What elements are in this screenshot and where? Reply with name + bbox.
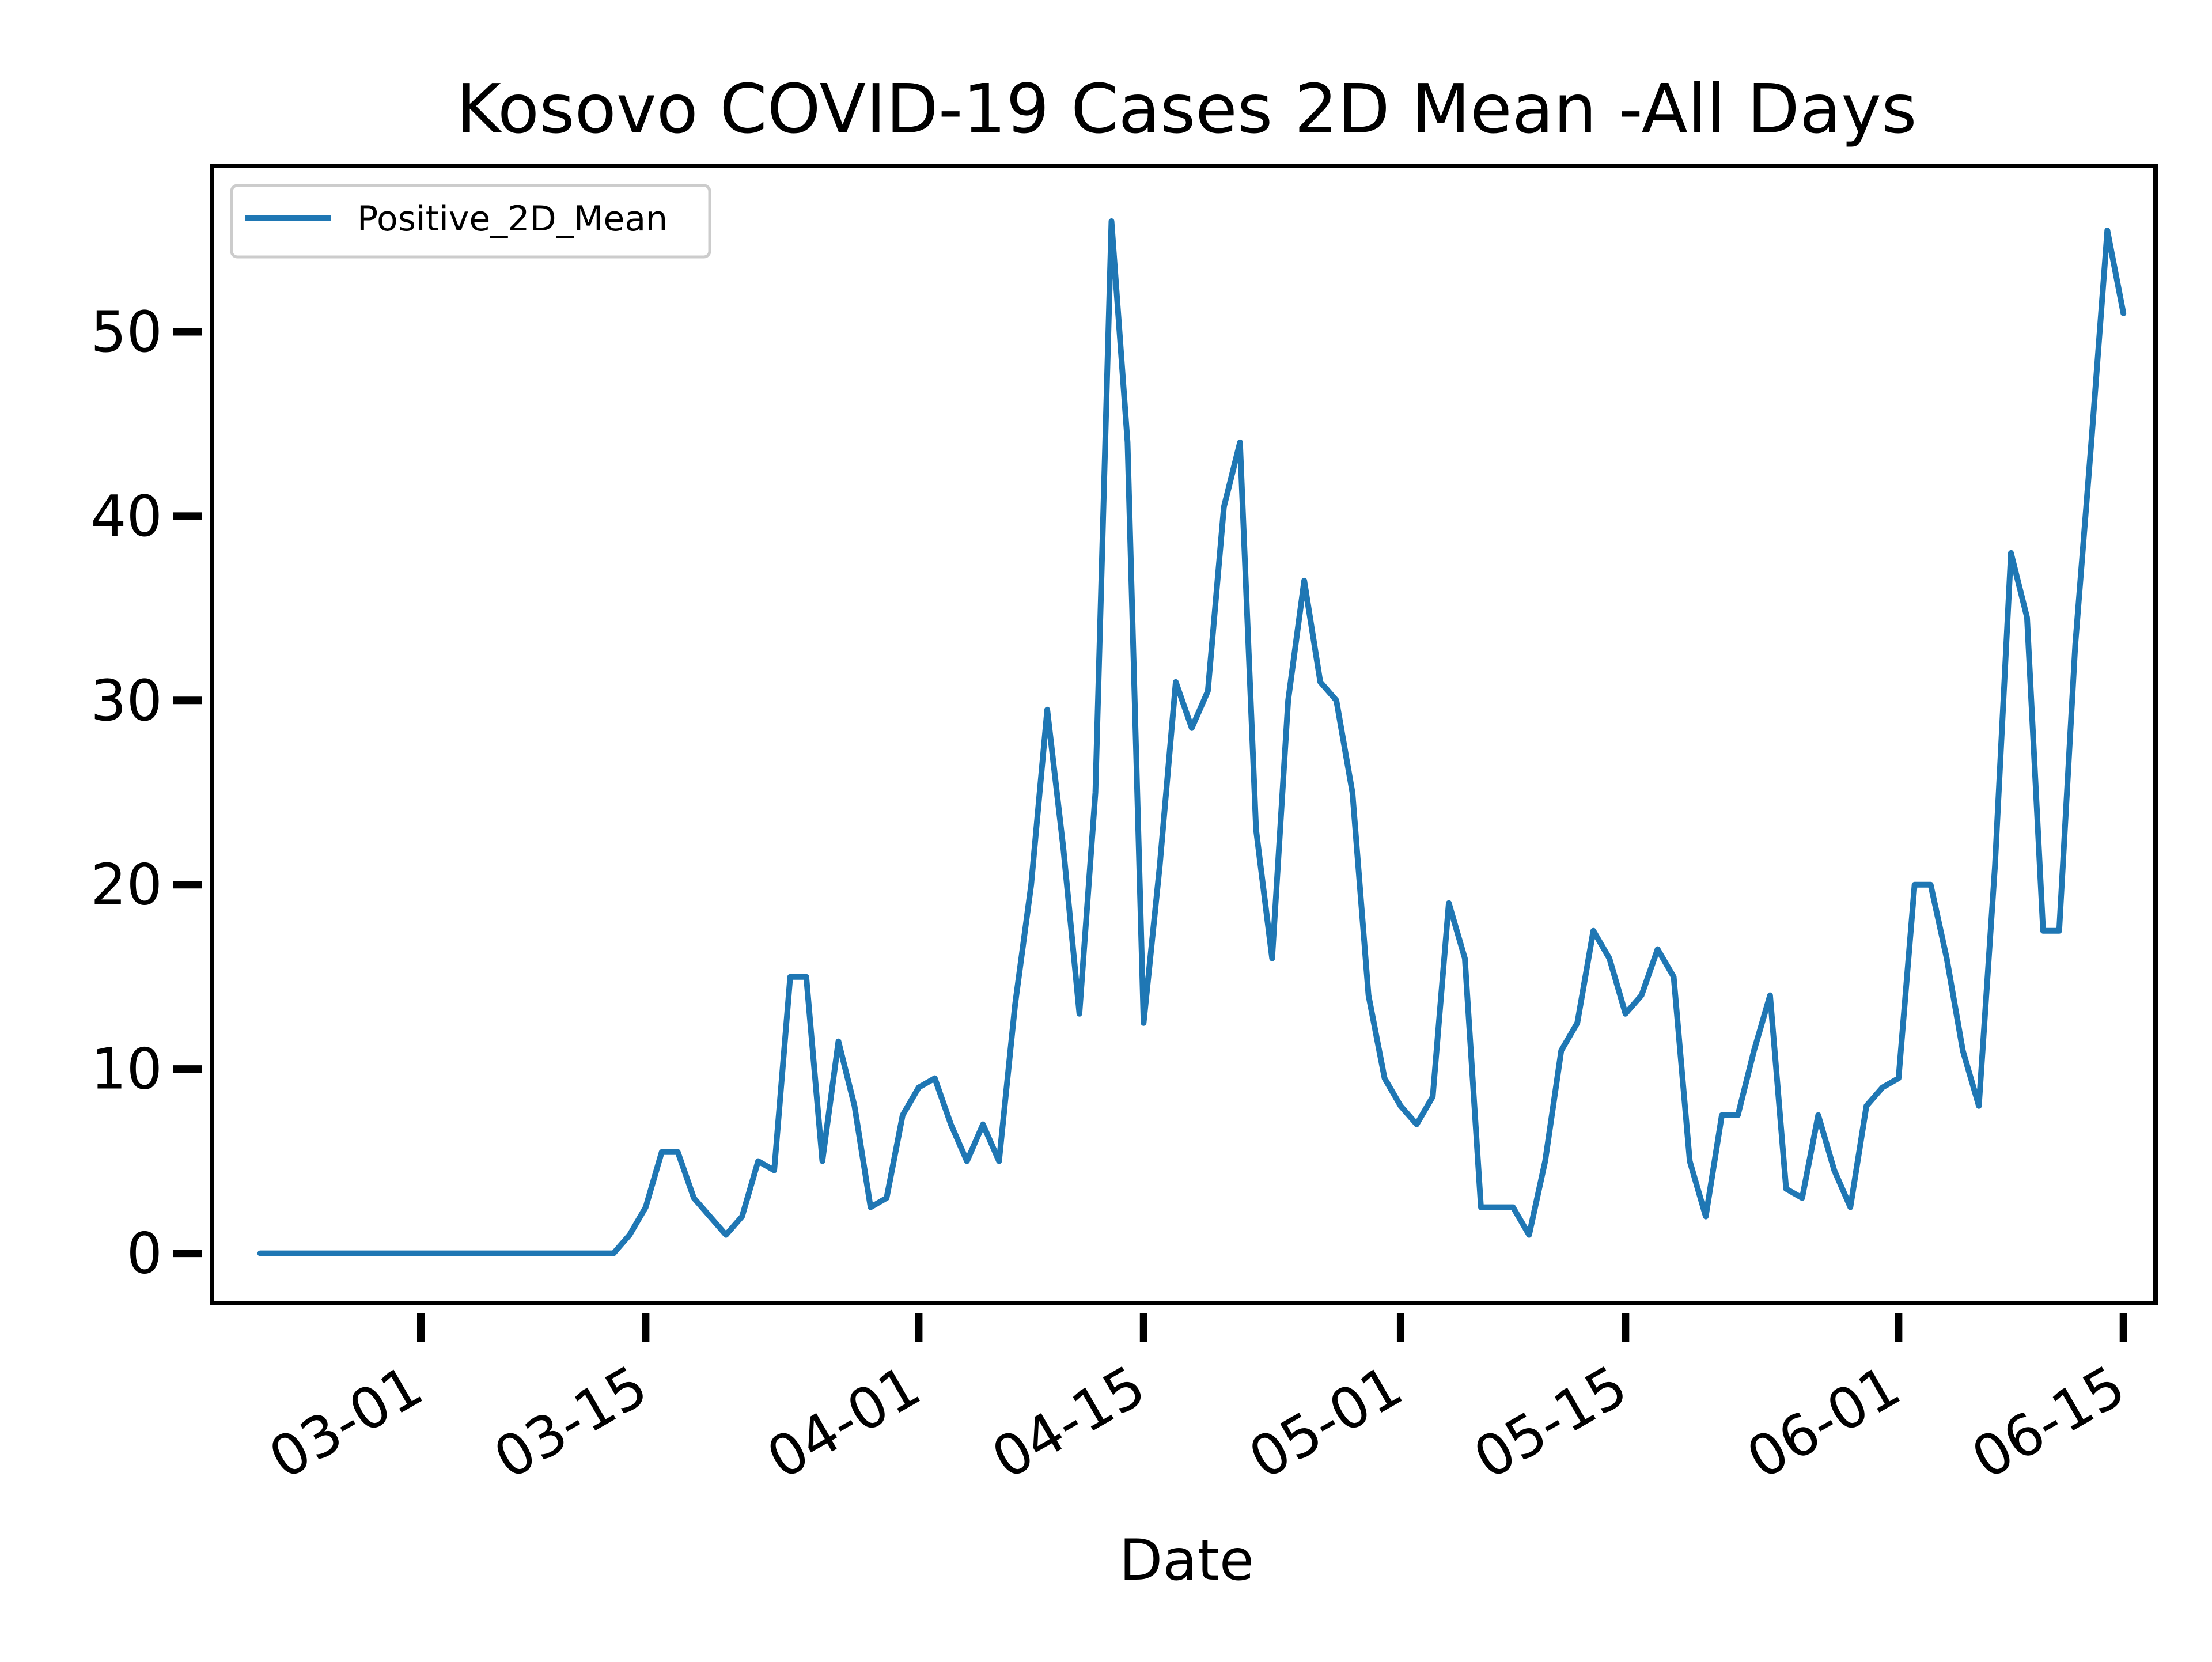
legend-box: [230, 184, 711, 259]
chart-title: Kosovo COVID-19 Cases 2D Mean -All Days: [456, 69, 1916, 149]
y-axis: 0 10 20 30 40 50: [90, 300, 202, 1287]
legend: Positive_2D_Mean: [230, 184, 711, 259]
x-axis-label: Date: [1119, 1528, 1254, 1593]
y-tick-label-50: 50: [90, 300, 162, 365]
y-tick-label-30: 30: [90, 668, 162, 734]
legend-label: Positive_2D_Mean: [357, 199, 668, 239]
series-line-0: [257, 218, 2127, 1256]
y-tick-label-20: 20: [90, 853, 162, 918]
plot-area: [210, 164, 2158, 1305]
y-tick-label-10: 10: [90, 1037, 162, 1103]
plot-frame: [210, 164, 2158, 1305]
y-tick-label-40: 40: [90, 484, 162, 550]
y-tick-label-0: 0: [127, 1221, 162, 1287]
series-layer: [257, 218, 2127, 1256]
